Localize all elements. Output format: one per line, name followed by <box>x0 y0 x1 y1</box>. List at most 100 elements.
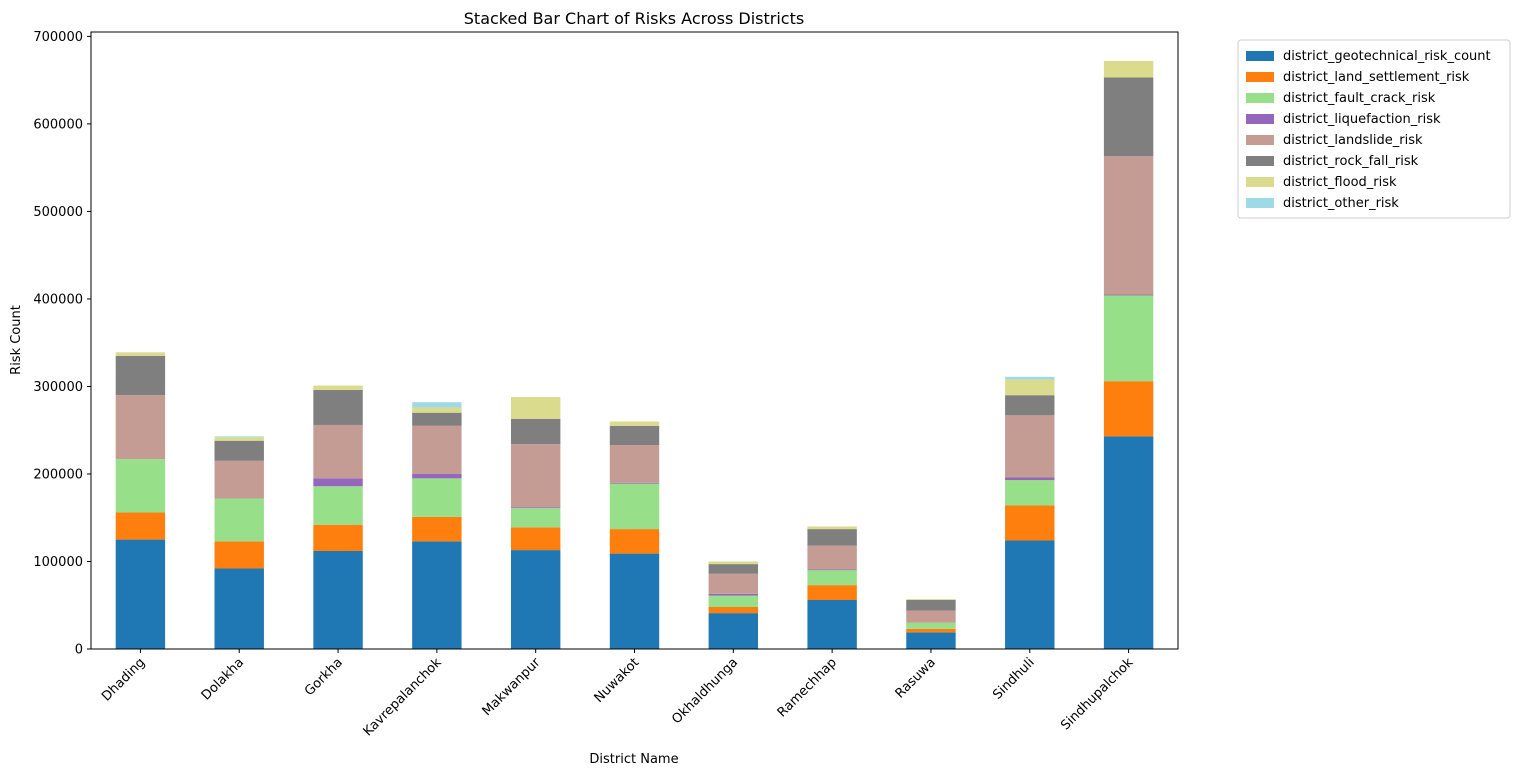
bar-segment-gorkha-3 <box>313 478 363 487</box>
x-tick-label: Kavrepalanchok <box>361 655 445 739</box>
bar-segment-ramechhap-2 <box>807 570 857 586</box>
x-tick-label: Ramechhap <box>775 655 840 720</box>
bar-segment-okhaldhunga-1 <box>708 606 759 614</box>
bar-segment-dhading-5 <box>115 355 166 396</box>
bar-segment-okhaldhunga-2 <box>708 595 759 607</box>
bar-segment-dhading-2 <box>115 459 166 513</box>
bars-group <box>115 60 1154 649</box>
bar-segment-sindhuli-5 <box>1005 395 1055 416</box>
bar-segment-rasuwa-6 <box>906 599 956 600</box>
bar-segment-gorkha-2 <box>313 486 363 525</box>
bar-segment-dolakha-0 <box>214 568 264 649</box>
legend-label: district_other_risk <box>1283 196 1399 211</box>
bar-segment-nuwakot-2 <box>609 483 660 530</box>
bar-segment-sindhupalchok-4 <box>1103 156 1154 295</box>
bar-segment-sindhuli-1 <box>1005 505 1055 541</box>
bar-segment-ramechhap-6 <box>807 526 857 530</box>
legend-swatch <box>1246 72 1274 82</box>
bar-segment-dhading-6 <box>115 352 166 356</box>
bar-segment-sindhupalchok-0 <box>1103 436 1154 649</box>
bar-segment-sindhuli-6 <box>1005 379 1055 396</box>
bar-segment-dhading-1 <box>115 512 166 540</box>
bar-segment-gorkha-0 <box>313 550 363 649</box>
legend: district_geotechnical_risk_count district… <box>1237 39 1511 219</box>
bar-segment-makwanpur-0 <box>510 550 561 649</box>
bar-segment-makwanpur-3 <box>510 507 561 509</box>
legend-label: district_land_settlement_risk <box>1283 70 1470 85</box>
bar-segment-kavrepalanchok-0 <box>412 541 462 649</box>
bar-segment-rasuwa-0 <box>906 632 956 649</box>
bar-segment-ramechhap-3 <box>807 569 857 571</box>
legend-frame <box>1237 39 1511 219</box>
bar-segment-gorkha-5 <box>313 389 363 425</box>
bar-segment-kavrepalanchok-6 <box>412 407 462 413</box>
bar-segment-sindhupalchok-3 <box>1103 294 1154 296</box>
bar-segment-makwanpur-4 <box>510 444 561 508</box>
x-tick-label: Gorkha <box>302 655 346 699</box>
bar-segment-nuwakot-6 <box>609 421 660 426</box>
bar-segment-makwanpur-6 <box>510 396 561 419</box>
legend-label: district_rock_fall_risk <box>1283 154 1419 169</box>
bar-segment-sindhupalchok-6 <box>1103 60 1154 78</box>
bar-segment-sindhuli-4 <box>1005 415 1055 478</box>
y-tick-label: 100000 <box>33 555 83 570</box>
x-tick-label: Dhading <box>99 655 148 704</box>
bar-segment-makwanpur-2 <box>510 508 561 528</box>
x-tick-label: Sindhupalchok <box>1058 655 1136 733</box>
bar-segment-dhading-4 <box>115 395 166 460</box>
x-tick-label: Dolakha <box>199 655 247 703</box>
bar-segment-ramechhap-5 <box>807 529 857 546</box>
bar-segment-nuwakot-4 <box>609 445 660 483</box>
legend-label: district_fault_crack_risk <box>1283 91 1436 106</box>
bar-segment-okhaldhunga-0 <box>708 613 759 649</box>
bar-segment-dolakha-2 <box>214 498 264 542</box>
y-tick-label: 700000 <box>33 30 83 45</box>
bar-segment-nuwakot-3 <box>609 482 660 484</box>
x-tick-label: Makwanpur <box>480 655 544 719</box>
bar-segment-nuwakot-0 <box>609 553 660 649</box>
bar-segment-sindhupalchok-5 <box>1103 77 1154 157</box>
bar-segment-sindhuli-2 <box>1005 480 1055 506</box>
bar-segment-rasuwa-5 <box>906 599 956 611</box>
bar-segment-kavrepalanchok-2 <box>412 478 462 517</box>
bar-segment-rasuwa-4 <box>906 610 956 623</box>
bar-segment-okhaldhunga-5 <box>708 564 759 574</box>
bar-segment-dolakha-7 <box>214 436 264 438</box>
y-tick-label: 200000 <box>33 467 83 482</box>
y-tick-label: 400000 <box>33 292 83 307</box>
y-axis-title: Risk Count <box>9 305 24 375</box>
bar-segment-gorkha-1 <box>313 524 363 551</box>
legend-swatch <box>1246 198 1274 208</box>
bar-segment-dhading-0 <box>115 539 166 649</box>
x-tick-label: Nuwakot <box>592 655 643 706</box>
legend-swatch <box>1246 177 1274 187</box>
legend-swatch <box>1246 156 1274 166</box>
bar-segment-nuwakot-5 <box>609 425 660 446</box>
y-axis: 0 100000 200000 300000 400000 500000 600000 700… <box>33 30 91 658</box>
bar-segment-rasuwa-2 <box>906 622 956 629</box>
x-axis-title: District Name <box>589 752 678 767</box>
bar-segment-sindhuli-7 <box>1005 376 1055 380</box>
bar-segment-okhaldhunga-6 <box>708 561 759 565</box>
x-axis: Dhading Dolakha Gorkha Kavrepalanchok Makwan… <box>99 649 1137 739</box>
legend-swatch <box>1246 135 1274 145</box>
bar-segment-sindhuli-0 <box>1005 540 1055 649</box>
legend-label: district_liquefaction_risk <box>1283 112 1441 127</box>
bar-segment-kavrepalanchok-1 <box>412 516 462 542</box>
bar-segment-dolakha-5 <box>214 440 264 461</box>
bar-segment-makwanpur-5 <box>510 418 561 445</box>
bar-segment-dolakha-6 <box>214 437 264 441</box>
bar-segment-ramechhap-0 <box>807 599 857 649</box>
bar-segment-okhaldhunga-3 <box>708 593 759 596</box>
x-tick-label: Okhaldhunga <box>669 655 741 727</box>
bar-segment-dolakha-4 <box>214 460 264 499</box>
bar-segment-okhaldhunga-4 <box>708 573 759 594</box>
bar-segment-sindhupalchok-1 <box>1103 381 1154 437</box>
bar-segment-gorkha-4 <box>313 424 363 479</box>
bar-segment-kavrepalanchok-3 <box>412 473 462 479</box>
bar-segment-dolakha-1 <box>214 541 264 569</box>
legend-swatch <box>1246 114 1274 124</box>
legend-swatch <box>1246 51 1274 61</box>
bar-segment-gorkha-6 <box>313 385 363 390</box>
